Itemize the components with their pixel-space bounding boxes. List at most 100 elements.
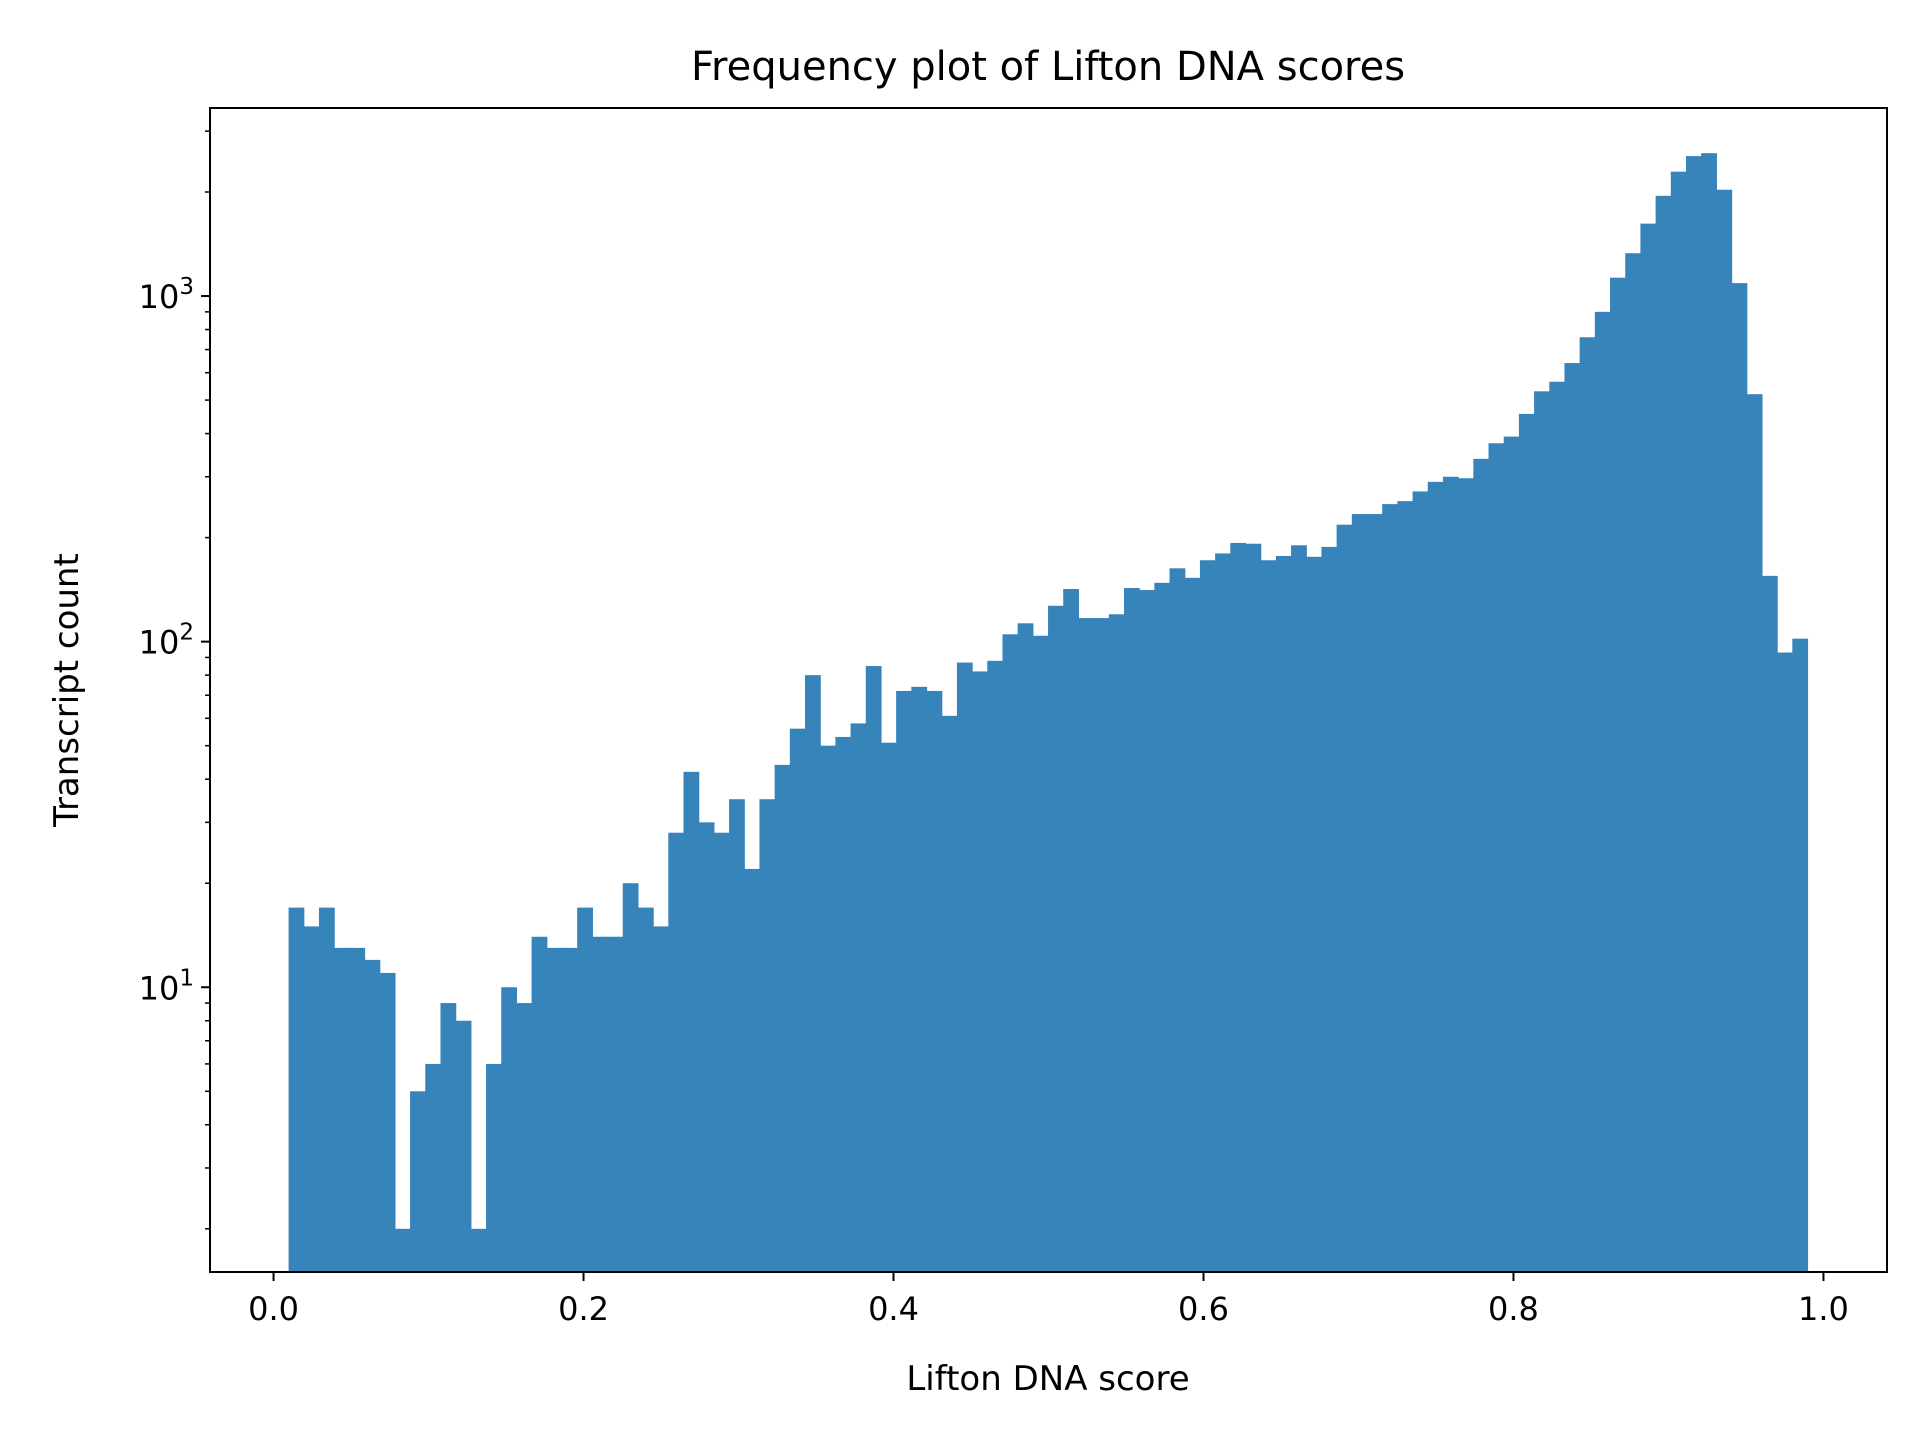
histogram-bar [1458,478,1474,1272]
histogram-bar [379,972,396,1272]
histogram-bar [425,1063,442,1272]
histogram-bar [349,947,366,1272]
histogram-bar [440,1003,457,1272]
histogram-bar [1610,277,1626,1272]
histogram-bar [1275,555,1292,1272]
histogram-bar [668,832,685,1272]
histogram-bar [1625,253,1642,1273]
histogram-bar [1503,436,1520,1273]
histogram-bar [789,728,806,1272]
histogram-bar [1549,381,1566,1273]
x-axis: 0.0 0.2 0.4 0.6 0.8 1.0 [248,1272,1849,1328]
histogram-bar [956,662,973,1272]
histogram-bar [1169,568,1186,1272]
histogram-bar [880,742,897,1272]
x-tick-label: 0.2 [558,1290,609,1328]
y-tick-label: 103 [139,274,194,316]
histogram-bar [637,907,654,1272]
histogram-bar [1412,491,1429,1272]
x-axis-label: Lifton DNA score [906,1359,1189,1399]
histogram-bar [1245,543,1262,1272]
x-tick-label: 0.8 [1488,1290,1539,1328]
histogram-bar [1032,635,1049,1272]
histogram-bar [683,771,700,1272]
histogram-bar [1048,605,1064,1272]
histogram-bar [1731,283,1748,1273]
histogram-bar [926,690,943,1272]
y-axis-label: Transcript count [47,553,87,828]
histogram-bar [1123,587,1140,1272]
histogram-bar [774,764,791,1272]
histogram-bar [1473,458,1490,1273]
histogram-bar [1093,618,1110,1272]
histogram-bar [1108,614,1125,1272]
histogram-bar [1078,618,1095,1272]
x-tick-label: 0.0 [248,1290,299,1328]
histogram-bar [1564,363,1581,1272]
x-tick-label: 0.6 [1178,1290,1229,1328]
histogram-bar [820,745,836,1272]
y-tick-label: 102 [139,620,194,662]
histogram-bar [501,987,518,1272]
histogram-bar [713,832,730,1272]
histogram-bar [561,947,578,1272]
histogram-bar [1534,391,1550,1273]
histogram-bar [759,799,776,1272]
histogram-bar [1154,582,1171,1272]
histogram-bar [1063,589,1080,1272]
histogram-bar [1655,195,1672,1272]
histogram-bar [592,936,609,1272]
histogram-bar [1367,514,1383,1272]
histogram-bar [1701,153,1717,1273]
histogram-bar [698,822,715,1272]
histogram-bar [1306,556,1323,1272]
histogram-bar [896,690,912,1272]
histogram-bar [1685,156,1702,1272]
histogram-bar [1777,652,1793,1272]
histogram-bar [911,686,928,1272]
histogram-bar [1260,560,1277,1272]
histogram-bar [410,1091,426,1272]
histogram-bar [1518,413,1535,1272]
histogram-bar [470,1228,487,1272]
histogram-bar [941,715,958,1272]
histogram-bar [1397,501,1414,1272]
histogram-bar [1199,560,1216,1272]
histogram-bar [486,1063,502,1272]
histogram-bar [364,959,381,1272]
histogram-bar [865,666,882,1272]
bars-group [288,153,1809,1273]
histogram-bar [531,936,548,1272]
histogram-bar [1594,311,1611,1273]
chart-title: Frequency plot of Lifton DNA scores [691,44,1405,90]
histogram-bar [1746,394,1763,1272]
histogram-bar [1321,546,1338,1272]
histogram-bar [1230,542,1247,1272]
histogram-bar [729,799,745,1272]
histogram-bar [1139,590,1155,1272]
histogram-bar [1488,443,1505,1272]
histogram-bar [1215,553,1231,1272]
histogram-bar [394,1228,411,1272]
histogram-bar [516,1003,533,1272]
histogram-bar [1792,638,1809,1272]
plot-frame [209,107,1888,1273]
histogram-bar [607,936,624,1272]
histogram-bar [334,947,350,1272]
histogram-bar [1291,545,1307,1272]
histogram-bar [303,926,320,1272]
histogram-bar [805,675,821,1272]
histogram-bar [1184,577,1201,1272]
histogram-bar [835,736,852,1272]
histogram-bar [288,907,305,1272]
histogram-bar [987,660,1004,1272]
histogram-bar [1382,504,1398,1272]
histogram-bar [1716,189,1733,1272]
histogram-bar [1017,623,1034,1272]
histogram-bar [1427,481,1444,1273]
histogram-bar [546,947,563,1272]
histogram-bar [1002,634,1019,1272]
histogram-bar [577,907,593,1272]
histogram-bar [1640,223,1657,1272]
